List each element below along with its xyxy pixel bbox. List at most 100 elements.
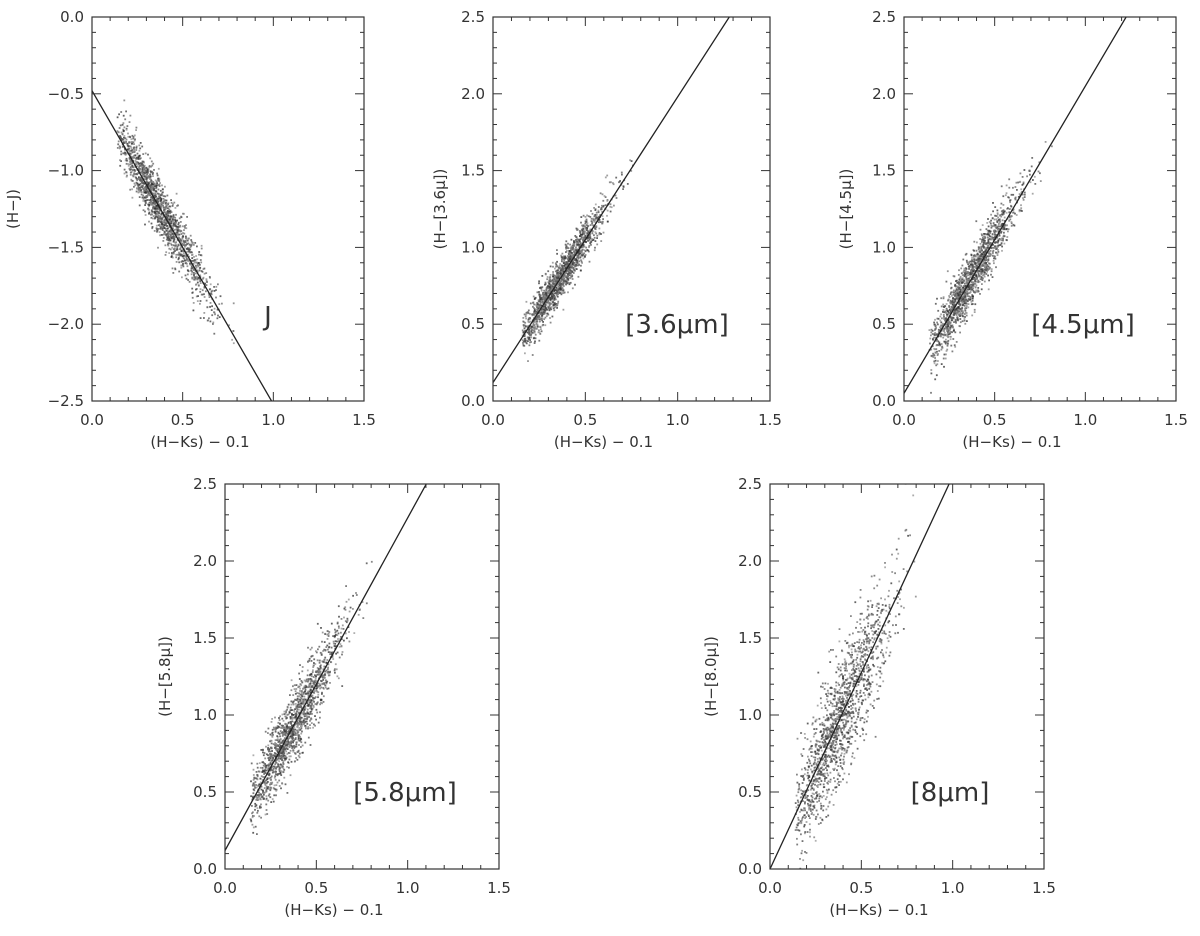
scatter-point (561, 287, 564, 290)
scatter-point (1022, 198, 1025, 201)
scatter-point (165, 235, 168, 238)
scatter-point (601, 215, 604, 217)
scatter-point (562, 284, 565, 287)
scatter-point (969, 260, 972, 263)
scatter-point (539, 320, 541, 323)
scatter-point (538, 318, 541, 321)
scatter-point (556, 280, 558, 283)
scatter-point (540, 318, 543, 321)
scatter-point (177, 226, 180, 228)
scatter-point (932, 339, 934, 342)
scatter-point (191, 276, 194, 279)
scatter-point (182, 243, 185, 245)
scatter-point (522, 331, 525, 333)
scatter-point (959, 290, 961, 293)
scatter-point (934, 329, 936, 332)
scatter-point (155, 187, 157, 190)
scatter-point (555, 303, 558, 305)
scatter-point (953, 344, 956, 347)
scatter-point (598, 232, 601, 234)
scatter-point (141, 169, 144, 171)
scatter-point (138, 149, 141, 152)
scatter-point (538, 294, 541, 297)
scatter-point (570, 253, 573, 255)
scatter-point (182, 250, 184, 253)
scatter-point (598, 227, 601, 230)
scatter-point (163, 209, 165, 211)
scatter-point (149, 200, 152, 203)
scatter-point (573, 248, 576, 251)
scatter-point (542, 321, 544, 323)
scatter-point (545, 315, 548, 317)
scatter-point (567, 274, 570, 277)
scatter-point (546, 300, 549, 302)
scatter-point (593, 249, 596, 252)
scatter-point (159, 209, 162, 212)
scatter-point (574, 258, 577, 260)
scatter-point (935, 352, 938, 354)
scatter-point (556, 265, 559, 268)
scatter-point (172, 203, 174, 206)
scatter-point (954, 290, 957, 293)
scatter-point (551, 297, 553, 300)
scatter-point (967, 288, 969, 291)
scatter-point (549, 265, 552, 268)
scatter-point (125, 110, 127, 113)
scatter-point (180, 216, 183, 219)
scatter-point (148, 220, 150, 223)
scatter-point (216, 308, 219, 311)
scatter-point (931, 333, 934, 335)
scatter-point (176, 247, 178, 250)
scatter-point (303, 685, 306, 688)
scatter-point (185, 237, 188, 240)
scatter-point (158, 183, 161, 186)
scatter-point (232, 342, 235, 345)
scatter-point (155, 195, 158, 198)
scatter-point (209, 306, 211, 308)
scatter-point (179, 253, 182, 256)
scatter-point (131, 151, 134, 154)
scatter-point (190, 239, 193, 241)
scatter-point (133, 134, 136, 137)
scatter-point (539, 294, 542, 297)
scatter-point (937, 317, 940, 320)
scatter-point (536, 291, 539, 294)
scatter-point (997, 241, 999, 244)
scatter-point (143, 169, 145, 172)
scatter-point (606, 174, 609, 177)
scatter-point (972, 282, 975, 285)
scatter-point (961, 301, 964, 303)
scatter-point (214, 313, 216, 316)
scatter-point (145, 179, 148, 181)
scatter-point (960, 281, 962, 283)
scatter-point (139, 147, 142, 150)
scatter-point (570, 250, 572, 252)
scatter-point (565, 272, 567, 274)
scatter-point (588, 246, 590, 248)
scatter-point (943, 311, 946, 314)
scatter-point (253, 776, 256, 779)
scatter-point (550, 302, 553, 305)
scatter-point (131, 196, 134, 199)
scatter-point (129, 166, 132, 169)
scatter-point (593, 215, 596, 218)
scatter-point (985, 273, 988, 275)
scatter-point (1002, 234, 1005, 237)
scatter-point (587, 224, 590, 227)
scatter-point (953, 301, 955, 304)
scatter-point (538, 291, 540, 293)
scatter-point (996, 209, 999, 212)
scatter-point (530, 327, 532, 330)
scatter-point (971, 281, 974, 284)
scatter-point (574, 235, 577, 237)
scatter-point (992, 252, 994, 255)
scatter-point (948, 295, 950, 297)
x-tick-label: 1.0 (261, 411, 285, 429)
scatter-point (171, 227, 174, 230)
scatter-point (554, 270, 557, 273)
scatter-point (591, 230, 593, 233)
scatter-point (996, 252, 999, 255)
scatter-point (157, 167, 160, 170)
scatter-point (150, 160, 153, 163)
